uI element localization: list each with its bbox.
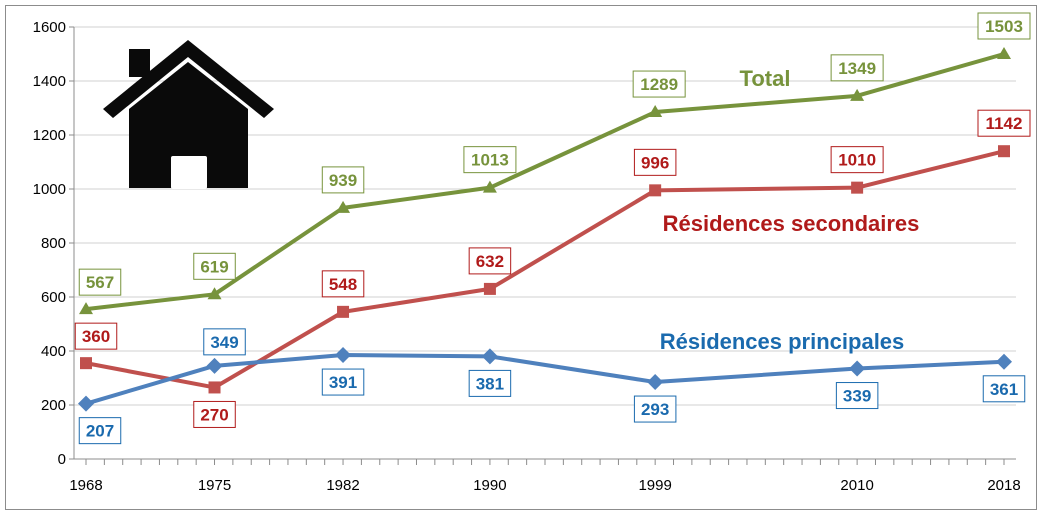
- series: [78, 47, 1012, 412]
- data-label: 996: [633, 148, 677, 176]
- svg-text:349: 349: [210, 333, 238, 352]
- y-tick-label: 800: [41, 235, 66, 252]
- y-tick-label: 1200: [33, 127, 66, 144]
- svg-text:567: 567: [86, 273, 114, 292]
- data-point: [79, 302, 93, 315]
- data-label: 349: [203, 328, 246, 356]
- data-point: [80, 357, 92, 370]
- data-point: [849, 360, 866, 377]
- svg-text:632: 632: [476, 252, 504, 271]
- svg-text:293: 293: [641, 400, 669, 419]
- y-tick-label: 600: [41, 289, 66, 306]
- svg-text:207: 207: [86, 422, 114, 441]
- x-tick-label: 1968: [69, 477, 102, 494]
- data-label: 381: [468, 369, 512, 397]
- y-tick-label: 1600: [33, 19, 66, 36]
- svg-text:1289: 1289: [640, 75, 678, 94]
- data-point: [997, 47, 1011, 59]
- svg-text:1503: 1503: [985, 17, 1023, 36]
- data-label: 339: [835, 382, 879, 410]
- svg-text:381: 381: [476, 374, 504, 393]
- data-point: [335, 347, 352, 364]
- x-tick-label: 2010: [840, 477, 873, 494]
- data-label: 619: [193, 252, 236, 280]
- data-label: 270: [193, 400, 236, 428]
- data-point: [336, 200, 351, 213]
- data-point: [481, 348, 498, 365]
- data-label: 939: [321, 166, 365, 194]
- data-label: 1349: [830, 54, 884, 82]
- data-label: 548: [321, 270, 365, 298]
- svg-text:361: 361: [990, 380, 1018, 399]
- data-point: [337, 305, 350, 318]
- svg-text:548: 548: [329, 275, 357, 294]
- data-label: 361: [982, 375, 1026, 403]
- svg-text:360: 360: [82, 327, 110, 346]
- svg-text:1142: 1142: [986, 114, 1023, 133]
- data-point: [206, 357, 223, 374]
- svg-text:391: 391: [329, 373, 357, 392]
- data-point: [649, 184, 662, 197]
- data-point: [851, 181, 864, 194]
- data-label: 391: [321, 368, 365, 396]
- data-label: 1010: [830, 146, 884, 174]
- svg-text:996: 996: [641, 153, 669, 172]
- data-point: [648, 105, 663, 118]
- x-tick-label: 2018: [987, 477, 1020, 494]
- svg-text:270: 270: [200, 405, 228, 424]
- series-name: Résidences secondaires: [663, 211, 920, 236]
- data-point: [647, 374, 664, 391]
- svg-text:619: 619: [200, 257, 228, 276]
- data-point: [482, 180, 497, 193]
- data-point: [998, 145, 1010, 158]
- svg-text:1349: 1349: [838, 59, 876, 78]
- data-label: 293: [633, 395, 677, 423]
- data-label: 1289: [632, 70, 686, 98]
- data-point: [483, 282, 496, 295]
- data-point: [78, 395, 94, 412]
- data-point: [208, 381, 221, 394]
- svg-text:939: 939: [329, 171, 357, 190]
- svg-text:339: 339: [843, 387, 871, 406]
- x-tick-label: 1982: [326, 477, 359, 494]
- y-tick-label: 400: [41, 343, 66, 360]
- house-icon: [103, 40, 274, 189]
- y-tick-label: 1000: [33, 181, 66, 198]
- data-point: [996, 353, 1012, 370]
- data-label: 632: [468, 247, 512, 275]
- data-point: [850, 88, 865, 101]
- series-name: Total: [740, 66, 791, 91]
- series-name: Résidences principales: [660, 329, 905, 354]
- data-labels: 567 619 939 1013 1289 1349 1503 360 270 548 632 996…: [74, 12, 1031, 445]
- data-label: 1142: [977, 109, 1031, 137]
- data-label: 1013: [463, 146, 517, 174]
- svg-text:1013: 1013: [471, 151, 509, 170]
- data-label: 360: [74, 322, 118, 350]
- y-tick-label: 1400: [33, 73, 66, 90]
- data-label: 207: [78, 417, 122, 445]
- svg-text:1010: 1010: [838, 151, 876, 170]
- y-tick-label: 200: [41, 397, 66, 414]
- data-label: 1503: [977, 12, 1031, 40]
- axes: 0 200 400 600 800 1000 1200 1400 1600 1968 1975 198…: [33, 19, 1021, 494]
- x-tick-label: 1999: [638, 477, 671, 494]
- data-point: [207, 287, 222, 300]
- x-tick-label: 1990: [473, 477, 506, 494]
- y-tick-label: 0: [58, 451, 66, 468]
- data-label: 567: [78, 268, 122, 296]
- x-tick-label: 1975: [198, 477, 231, 494]
